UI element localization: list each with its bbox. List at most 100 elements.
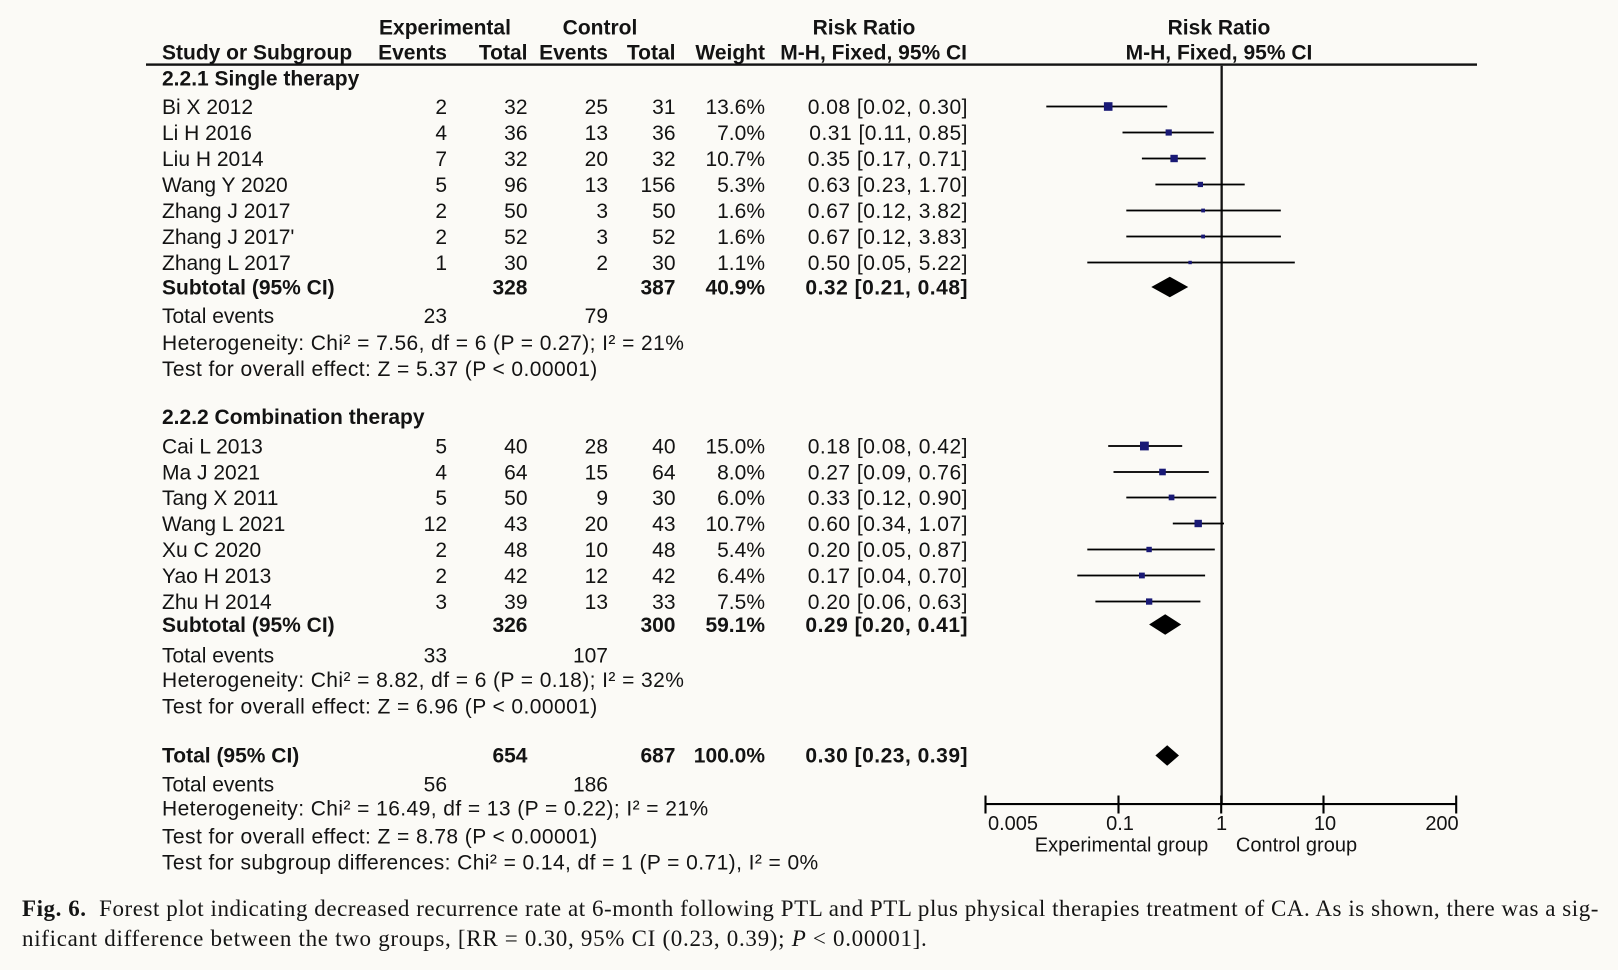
svg-text:200: 200 [1425,813,1458,835]
svg-text:326: 326 [492,614,527,637]
svg-text:Wang L 2021: Wang L 2021 [162,513,285,536]
svg-text:50: 50 [652,200,675,223]
svg-text:Test for overall effect: Z = 6: Test for overall effect: Z = 6.96 (P < 0… [162,696,598,719]
svg-text:48: 48 [504,539,527,562]
svg-text:50: 50 [504,200,527,223]
svg-text:Test for overall effect: Z = 5: Test for overall effect: Z = 5.37 (P < 0… [162,358,598,381]
svg-text:5: 5 [435,174,447,197]
svg-text:10: 10 [585,539,608,562]
svg-text:0.50 [0.05, 5.22]: 0.50 [0.05, 5.22] [808,252,968,275]
svg-text:Xu C 2020: Xu C 2020 [162,539,261,562]
svg-text:4: 4 [435,462,447,485]
svg-text:0.18 [0.08, 0.42]: 0.18 [0.08, 0.42] [808,436,968,459]
svg-text:4: 4 [435,122,447,145]
svg-text:12: 12 [424,513,447,536]
svg-text:Experimental group: Experimental group [1035,835,1208,857]
svg-text:0.29 [0.20, 0.41]: 0.29 [0.20, 0.41] [805,614,968,637]
svg-text:Zhang J 2017: Zhang J 2017 [162,200,290,223]
svg-text:0.17 [0.04, 0.70]: 0.17 [0.04, 0.70] [808,565,968,588]
svg-text:107: 107 [573,645,608,668]
svg-text:328: 328 [492,277,527,300]
svg-text:654: 654 [492,745,527,768]
svg-text:7: 7 [435,148,447,171]
svg-text:Study or Subgroup: Study or Subgroup [162,42,352,65]
svg-text:0.30 [0.23, 0.39]: 0.30 [0.23, 0.39] [805,745,968,768]
svg-text:15: 15 [585,462,608,485]
svg-text:5: 5 [435,487,447,510]
svg-text:64: 64 [652,462,676,485]
svg-text:0.67 [0.12, 3.82]: 0.67 [0.12, 3.82] [808,200,968,223]
svg-text:42: 42 [652,565,675,588]
svg-text:23: 23 [424,305,447,328]
svg-text:Risk Ratio: Risk Ratio [813,17,916,40]
svg-text:Events: Events [378,42,447,65]
svg-text:32: 32 [652,148,675,171]
svg-text:2: 2 [435,539,447,562]
svg-text:40.9%: 40.9% [705,277,765,300]
svg-text:0.20 [0.05, 0.87]: 0.20 [0.05, 0.87] [808,539,968,562]
svg-text:40: 40 [652,436,675,459]
svg-text:Zhu H 2014: Zhu H 2014 [162,591,272,614]
svg-text:Total: Total [479,42,528,65]
svg-text:1.6%: 1.6% [717,200,765,223]
svg-text:Test for overall effect: Z = 8: Test for overall effect: Z = 8.78 (P < 0… [162,826,598,849]
svg-text:96: 96 [504,174,527,197]
svg-text:39: 39 [504,591,527,614]
svg-text:1.1%: 1.1% [717,252,765,275]
svg-text:40: 40 [504,436,527,459]
svg-text:Heterogeneity: Chi² = 8.82, df: Heterogeneity: Chi² = 8.82, df = 6 (P = … [162,669,684,692]
svg-text:186: 186 [573,774,608,797]
svg-text:13: 13 [585,591,608,614]
svg-text:Yao H 2013: Yao H 2013 [162,565,271,588]
svg-text:M-H, Fixed, 95% CI: M-H, Fixed, 95% CI [780,42,967,65]
svg-text:13: 13 [585,122,608,145]
svg-text:Total: Total [627,42,676,65]
svg-text:Test for subgroup differences:: Test for subgroup differences: Chi² = 0.… [162,852,819,875]
svg-text:6.0%: 6.0% [717,487,765,510]
svg-text:42: 42 [504,565,527,588]
svg-text:7.0%: 7.0% [717,122,765,145]
svg-text:50: 50 [504,487,527,510]
svg-text:28: 28 [585,436,608,459]
svg-text:Zhang J 2017': Zhang J 2017' [162,226,294,249]
svg-text:6.4%: 6.4% [717,565,765,588]
svg-text:0.35 [0.17, 0.71]: 0.35 [0.17, 0.71] [808,148,968,171]
svg-text:79: 79 [585,305,608,328]
svg-text:100.0%: 100.0% [694,745,766,768]
svg-text:5: 5 [435,436,447,459]
svg-text:9: 9 [596,487,608,510]
svg-text:30: 30 [504,252,527,275]
svg-text:36: 36 [504,122,527,145]
svg-text:Control: Control [563,17,638,40]
svg-text:33: 33 [424,645,447,668]
svg-text:Zhang L 2017: Zhang L 2017 [162,252,291,275]
svg-text:5.3%: 5.3% [717,174,765,197]
svg-text:2: 2 [435,200,447,223]
svg-text:3: 3 [596,200,608,223]
svg-text:2: 2 [435,565,447,588]
svg-text:0.27 [0.09, 0.76]: 0.27 [0.09, 0.76] [808,462,968,485]
svg-text:0.31 [0.11, 0.85]: 0.31 [0.11, 0.85] [809,122,968,145]
svg-text:20: 20 [585,148,608,171]
svg-text:Risk Ratio: Risk Ratio [1168,17,1271,40]
svg-text:10.7%: 10.7% [705,148,765,171]
svg-text:0.08 [0.02, 0.30]: 0.08 [0.02, 0.30] [808,96,968,119]
svg-text:64: 64 [504,462,528,485]
svg-text:43: 43 [504,513,527,536]
svg-text:1.6%: 1.6% [717,226,765,249]
svg-text:Heterogeneity: Chi² = 16.49, d: Heterogeneity: Chi² = 16.49, df = 13 (P … [162,798,709,821]
svg-text:Bi X 2012: Bi X 2012 [162,96,253,119]
svg-text:48: 48 [652,539,675,562]
svg-text:12: 12 [585,565,608,588]
svg-text:0.60 [0.34, 1.07]: 0.60 [0.34, 1.07] [808,513,968,536]
svg-text:Weight: Weight [695,42,765,65]
svg-text:Cai L 2013: Cai L 2013 [162,436,263,459]
svg-text:2.2.1 Single therapy: 2.2.1 Single therapy [162,68,360,91]
svg-text:2.2.2 Combination therapy: 2.2.2 Combination therapy [162,406,425,429]
svg-text:Total events: Total events [162,305,274,328]
svg-text:15.0%: 15.0% [705,436,765,459]
svg-text:0.63 [0.23, 1.70]: 0.63 [0.23, 1.70] [808,174,968,197]
svg-text:Total events: Total events [162,645,274,668]
svg-text:0.67 [0.12, 3.83]: 0.67 [0.12, 3.83] [808,226,968,249]
svg-text:31: 31 [652,96,675,119]
